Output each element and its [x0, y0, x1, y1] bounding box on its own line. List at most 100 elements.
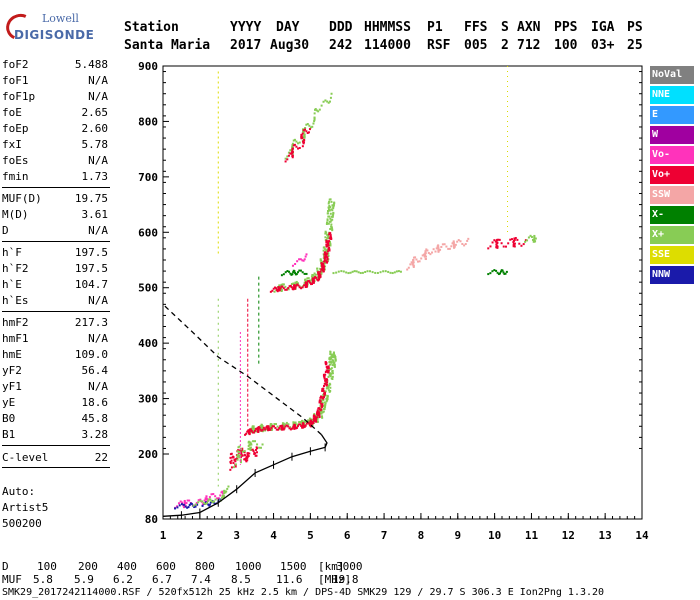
trace-x-plus-upper [332, 213, 335, 216]
trace-top-vo-plus [295, 145, 298, 148]
trace-vo-minus [304, 255, 307, 258]
header-value-11: 25 [627, 38, 643, 53]
trace-mid-vo-plus [255, 446, 258, 449]
trace-far-vo-plus [513, 237, 516, 240]
trace-mid-vo-plus [255, 454, 258, 457]
trace-vo-minus [303, 258, 306, 261]
param-value: N/A [88, 90, 108, 103]
trace-x-plus [252, 425, 255, 428]
trace-top-vo-plus [305, 130, 308, 133]
trace-vo-plus [275, 428, 278, 431]
trace-low-vo-minus [197, 499, 200, 502]
trace-x-plus [333, 365, 336, 368]
trace-x-plus [333, 361, 336, 364]
trace-x-plus [328, 372, 331, 375]
trace-vo-plus-upper [323, 256, 326, 259]
trace-top-vo-plus [293, 143, 296, 146]
param-name: yE [2, 396, 16, 409]
trace-far-x-plus [526, 239, 529, 242]
trace-ssw [441, 243, 444, 246]
distance-value: 600 [156, 560, 176, 573]
trace-vo-plus [279, 424, 282, 427]
trace-vo-plus [293, 424, 296, 427]
trace-vo-plus [257, 427, 260, 430]
trace-mid-x-plus [238, 445, 241, 448]
header-label-4: HHMMSS [364, 20, 411, 35]
trace-far-vo-plus [514, 237, 517, 240]
trace-flat-x-plus [359, 272, 362, 275]
trace-x-plus [319, 407, 322, 410]
trace-low-x-plus [227, 485, 230, 488]
trace-vo-plus [262, 426, 265, 429]
trace-vo-plus-upper [329, 234, 332, 237]
trace-mid-x-plus [259, 446, 262, 449]
trace-x-plus [324, 403, 327, 406]
param-row: foF1 N/A [2, 74, 108, 88]
trace-x-plus-upper [322, 249, 325, 252]
trace-x-plus [329, 375, 332, 378]
trace-low-nnw [178, 504, 181, 507]
header-label-11: PS [627, 20, 643, 35]
trace-far-x-plus [531, 238, 534, 241]
trace-low-x-plus [223, 489, 226, 492]
param-row: h`Es N/A [2, 294, 108, 308]
trace-flat-x-plus [371, 271, 374, 274]
header-value-5: RSF [427, 38, 451, 53]
trace-x-plus-upper [320, 272, 323, 275]
param-name: fxI [2, 138, 22, 151]
trace-x-plus-upper [316, 276, 319, 279]
trace-x-plus-upper [294, 282, 297, 285]
trace-x-plus-upper [332, 207, 335, 210]
trace-vo-plus [325, 362, 328, 365]
trace-x-plus [332, 351, 335, 354]
param-row: foF2 5.488 [2, 58, 108, 72]
trace-x-plus [325, 387, 328, 390]
trace-mid-x-plus [237, 451, 240, 454]
trace-top-x-plus [327, 101, 330, 104]
trace-vo-plus-upper [284, 288, 287, 291]
electron-density-profile [162, 434, 328, 517]
param-name: foEs [2, 154, 29, 167]
trace-vo-plus [267, 425, 270, 428]
distance-value: 1500 [280, 560, 307, 573]
trace-far-x-minus [493, 269, 496, 272]
trace-low-vo-minus [183, 503, 186, 506]
trace-vo-plus [270, 426, 273, 429]
trace-vo-plus-upper [326, 244, 329, 247]
param-value: 197.5 [74, 262, 108, 275]
trace-mid-x-plus [254, 440, 257, 443]
trace-mid-x-plus [240, 448, 243, 451]
trace-far-vo-plus [498, 238, 501, 241]
trace-mid-x-plus [236, 456, 239, 459]
legend-item-vo: Vo- [650, 146, 694, 164]
trace-mid-x-plus [249, 447, 252, 450]
trace-x-plus [253, 427, 256, 430]
trace-ssw [412, 264, 415, 267]
trace-x-plus [329, 373, 332, 376]
param-name: foE [2, 106, 22, 119]
trace-vo-plus-upper [322, 263, 325, 266]
trace-top-vo-plus [306, 132, 309, 135]
trace-x-plus [307, 419, 310, 422]
trace-low-x-plus [222, 496, 225, 499]
trace-low-vo-minus [217, 497, 220, 500]
trace-vo-plus-upper [293, 287, 296, 290]
trace-mid-vo-plus [230, 466, 233, 469]
trace-x-plus [316, 420, 319, 423]
trace-low-nnw [176, 506, 179, 509]
trace-x-plus [329, 356, 332, 359]
trace-x-plus [308, 419, 311, 422]
trace-vo-plus [272, 425, 275, 428]
trace-vo-plus [303, 425, 306, 428]
trace-vo-plus [324, 373, 327, 376]
trace-vo-minus [305, 253, 308, 256]
trace-ssw [414, 256, 417, 259]
param-separator [2, 241, 110, 242]
param-value: 1.73 [81, 170, 109, 183]
trace-vo-plus-upper [292, 288, 295, 291]
trace-x-plus-upper [329, 212, 332, 215]
trace-x-plus [325, 397, 328, 400]
trace-mid-vo-plus [229, 468, 232, 471]
trace-vo-plus-upper [312, 279, 315, 282]
param-value: 19.75 [74, 192, 108, 205]
